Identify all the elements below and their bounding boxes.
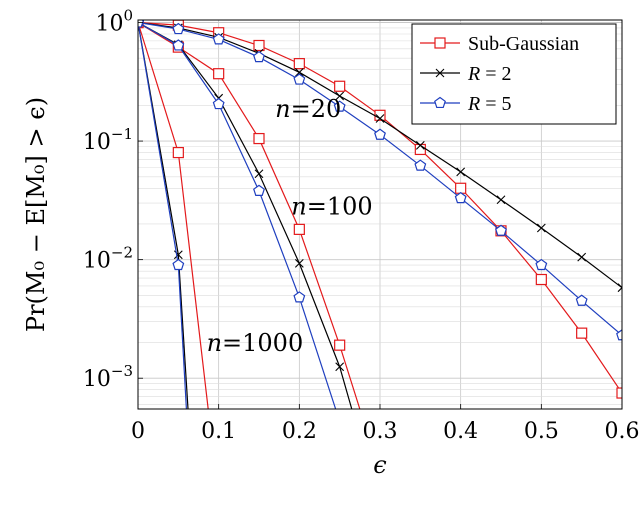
series-line — [138, 21, 337, 409]
y-tick-label: 10−3 — [83, 362, 133, 392]
data-point — [577, 252, 587, 262]
data-point — [454, 191, 467, 204]
legend-label: R = 2 — [467, 63, 512, 85]
data-point — [616, 387, 622, 399]
data-point — [293, 291, 306, 303]
curve-annotation: n=1000 — [207, 329, 304, 357]
series-line — [138, 22, 187, 409]
axes: 0 0.1 0.2 0.3 0.4 0.5 0.6 100 10−1 10−2 10−3 — [83, 7, 639, 444]
data-point — [415, 140, 425, 150]
data-point — [172, 258, 185, 271]
data-point — [414, 143, 426, 156]
legend: Sub-Gaussian R = 2 R = 5 — [411, 23, 617, 125]
x-tick-label: 0 — [131, 419, 145, 444]
legend-marker — [435, 68, 445, 78]
data-point — [375, 114, 385, 123]
data-point — [172, 22, 185, 35]
data-point — [616, 329, 622, 341]
data-point — [254, 169, 264, 179]
data-point — [333, 100, 346, 112]
data-point — [617, 283, 622, 293]
y-axis-label: Pr(M₀ − E[M₀] > ϵ) — [22, 97, 50, 332]
data-point — [535, 258, 548, 271]
legend-marker — [434, 37, 446, 49]
x-axis-label: ϵ — [373, 451, 386, 479]
x-tick-label: 0.2 — [282, 419, 317, 444]
plot-area — [138, 20, 622, 409]
data-point — [293, 58, 305, 70]
data-point — [414, 159, 427, 171]
y-tick-label: 10−2 — [83, 244, 133, 274]
data-point — [212, 33, 225, 45]
x-tick-label: 0.4 — [443, 419, 478, 444]
x-tick-label: 0.3 — [363, 419, 398, 444]
data-point — [334, 80, 346, 92]
curve-annotation: n=100 — [291, 193, 372, 221]
data-point — [374, 128, 386, 140]
series-line — [138, 22, 189, 409]
y-tick-label: 100 — [95, 7, 133, 37]
data-point — [456, 167, 466, 177]
legend-item: Sub-Gaussian — [420, 33, 579, 55]
data-point — [294, 67, 304, 77]
data-point — [253, 39, 265, 52]
data-point — [294, 258, 304, 268]
legend-item: R = 2 — [420, 63, 512, 85]
data-point — [253, 50, 265, 63]
legend-item: R = 5 — [420, 93, 512, 115]
data-point — [293, 73, 306, 85]
data-point — [335, 362, 345, 372]
data-point — [455, 182, 467, 194]
data-point — [212, 97, 225, 110]
data-point — [334, 339, 346, 351]
annotations: n=20 n=100 n=1000 — [207, 95, 373, 357]
data-point — [575, 294, 588, 306]
data-point — [536, 223, 546, 233]
legend-box — [411, 23, 617, 125]
data-point — [496, 195, 506, 205]
series-2 — [138, 20, 622, 409]
data-point — [335, 91, 345, 101]
legend-marker — [434, 96, 446, 109]
data-point — [172, 39, 185, 51]
legend-label: Sub-Gaussian — [468, 33, 579, 55]
curve-annotation: n=20 — [275, 95, 341, 123]
data-point — [253, 132, 265, 145]
data-point — [495, 224, 507, 236]
y-tick-label: 10−1 — [83, 125, 133, 155]
data-point — [576, 327, 588, 339]
x-tick-label: 0.5 — [524, 419, 559, 444]
data-point — [293, 223, 305, 235]
legend-label: R = 5 — [467, 93, 512, 115]
data-point — [172, 146, 184, 159]
data-point — [213, 68, 225, 80]
data-point — [535, 273, 547, 286]
x-tick-label: 0.6 — [605, 419, 639, 444]
data-point — [253, 184, 265, 196]
x-tick-label: 0.1 — [201, 419, 236, 444]
